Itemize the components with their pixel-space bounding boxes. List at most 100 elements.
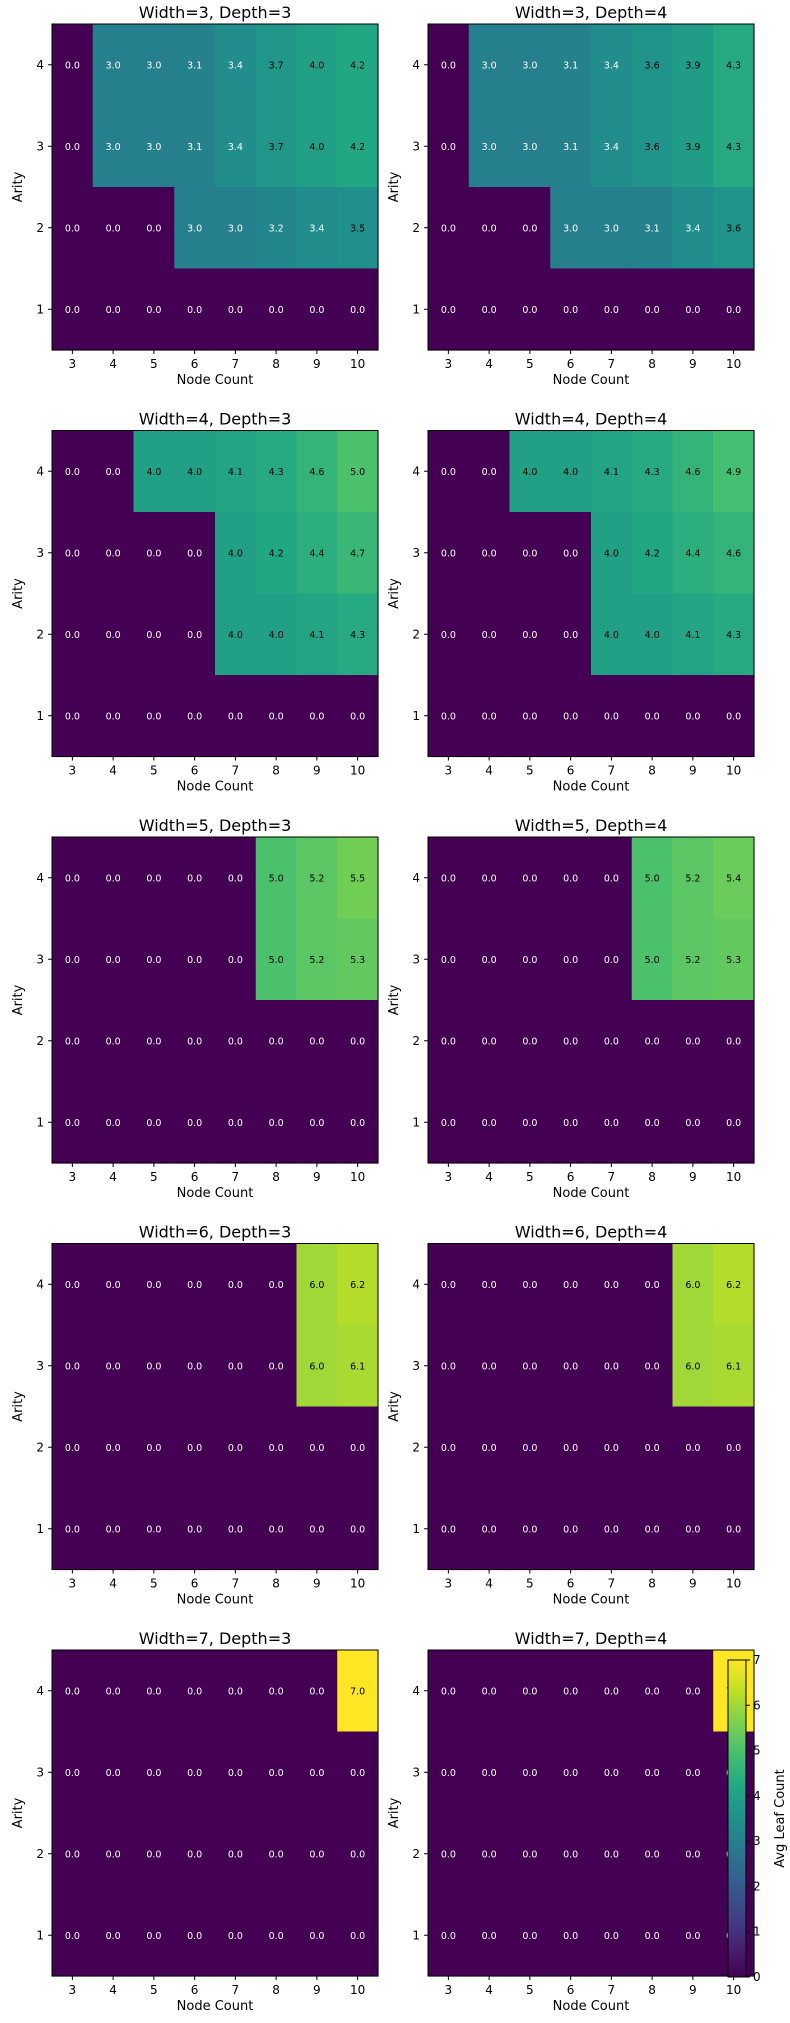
x-tick-label: 4 [109, 1170, 117, 1184]
heatmap-cell [255, 675, 298, 758]
cell-value-label: 0.0 [441, 630, 456, 641]
cell-value-label: 0.0 [65, 711, 80, 722]
heatmap-cell [296, 24, 338, 107]
heatmap-cell [52, 268, 94, 351]
heatmap-cell [672, 593, 714, 676]
heatmap-cell [92, 1650, 135, 1733]
heatmap-cell [52, 1000, 94, 1083]
heatmap-cell [550, 1000, 592, 1083]
y-tick-label: 2 [36, 221, 44, 235]
y-tick-label: 1 [36, 1928, 44, 1942]
heatmap-cell [92, 512, 135, 595]
cell-value-label: 0.0 [604, 1118, 619, 1129]
heatmap-cell [591, 1731, 633, 1814]
cell-value-label: 0.0 [441, 1849, 456, 1860]
heatmap-cell [509, 187, 551, 270]
heatmap-cell [509, 918, 551, 1001]
cell-value-label: 0.0 [269, 305, 284, 316]
cell-value-label: 0.0 [187, 305, 202, 316]
heatmap-cell [337, 837, 379, 920]
heatmap-cell [92, 1731, 135, 1814]
heatmap-cell [255, 268, 298, 351]
heatmap-cell [672, 268, 714, 351]
cell-value-label: 0.0 [65, 1036, 80, 1047]
heatmap-cell [296, 512, 338, 595]
plot-frame [51, 1649, 379, 1977]
cell-value-label: 3.1 [187, 142, 202, 153]
x-tick-label: 7 [608, 1983, 616, 1997]
heatmap-cell [468, 1650, 511, 1733]
heatmap-cell [713, 1325, 755, 1408]
heatmap-cell [550, 187, 592, 270]
cell-value-label: 0.0 [482, 955, 497, 966]
cell-value-label: 0.0 [65, 548, 80, 559]
cell-value-label: 0.0 [146, 1931, 161, 1942]
heatmap-cell [631, 675, 674, 758]
heatmap-cell [215, 1325, 257, 1408]
y-tick-label: 1 [412, 1928, 420, 1942]
cell-value-label: 0.0 [441, 1280, 456, 1291]
x-axis-label: Node Count [553, 1186, 630, 1201]
heatmap-cell [337, 1488, 379, 1571]
cell-value-label: 0.0 [441, 1118, 456, 1129]
cell-value-label: 0.0 [563, 1443, 578, 1454]
heatmap-cell [468, 675, 511, 758]
x-tick-label: 10 [726, 1983, 741, 1997]
heatmap-cell [133, 593, 175, 676]
cell-value-label: 0.0 [645, 1686, 660, 1697]
cell-value-label: 0.0 [604, 1931, 619, 1942]
cell-value-label: 0.0 [645, 1036, 660, 1047]
heatmap-cell [337, 1243, 379, 1326]
cell-value-label: 4.0 [522, 467, 537, 478]
cell-value-label: 0.0 [187, 1768, 202, 1779]
cell-value-label: 4.1 [228, 467, 243, 478]
cell-value-label: 6.0 [685, 1280, 700, 1291]
cell-value-label: 0.0 [65, 955, 80, 966]
cell-value-label: 0.0 [685, 711, 700, 722]
x-axis-label: Node Count [177, 780, 254, 795]
heatmap-cell [296, 1243, 338, 1326]
heatmap-cell [174, 1000, 216, 1083]
y-axis-label: Arity [11, 1391, 26, 1422]
cell-value-label: 0.0 [146, 223, 161, 234]
heatmap-cell [133, 1081, 175, 1164]
plot-frame [427, 836, 755, 1164]
heatmap-cell [428, 24, 470, 107]
heatmap-cell [631, 1243, 674, 1326]
y-tick-label: 1 [412, 1115, 420, 1129]
cell-value-label: 0.0 [228, 1849, 243, 1860]
x-tick-label: 6 [567, 1577, 575, 1591]
x-tick-label: 4 [485, 1170, 493, 1184]
colorbar-tick-label: 0 [753, 1970, 761, 1984]
y-tick-label: 1 [412, 1522, 420, 1536]
heatmap-cell [174, 268, 216, 351]
panel-title: Width=5, Depth=3 [139, 816, 292, 835]
heatmap-cell [174, 1406, 216, 1489]
x-tick-label: 7 [608, 764, 616, 778]
cell-value-label: 0.0 [563, 1118, 578, 1129]
heatmap-cell [255, 1325, 298, 1408]
heatmap-cell [591, 24, 633, 107]
cell-value-label: 0.0 [645, 1768, 660, 1779]
x-axis-label: Node Count [177, 373, 254, 388]
heatmap-cell [337, 187, 379, 270]
heatmap-cell [92, 675, 135, 758]
heatmap-cell [468, 105, 511, 188]
cell-value-label: 0.0 [604, 1036, 619, 1047]
x-tick-label: 10 [350, 764, 365, 778]
heatmap-cell [550, 105, 592, 188]
heatmap-cell [550, 593, 592, 676]
cell-value-label: 0.0 [65, 1768, 80, 1779]
heatmap-cell [591, 837, 633, 920]
cell-value-label: 0.0 [685, 1686, 700, 1697]
x-tick-label: 7 [232, 1577, 240, 1591]
cell-value-label: 0.0 [726, 1524, 741, 1535]
heatmap-cell [337, 1000, 379, 1083]
heatmap-cell [509, 1406, 551, 1489]
cell-value-label: 0.0 [106, 548, 121, 559]
cell-value-label: 0.0 [685, 1524, 700, 1535]
heatmap-cell [550, 268, 592, 351]
cell-value-label: 0.0 [482, 1524, 497, 1535]
heatmap-cell [428, 1081, 470, 1164]
heatmap-cell [255, 512, 298, 595]
